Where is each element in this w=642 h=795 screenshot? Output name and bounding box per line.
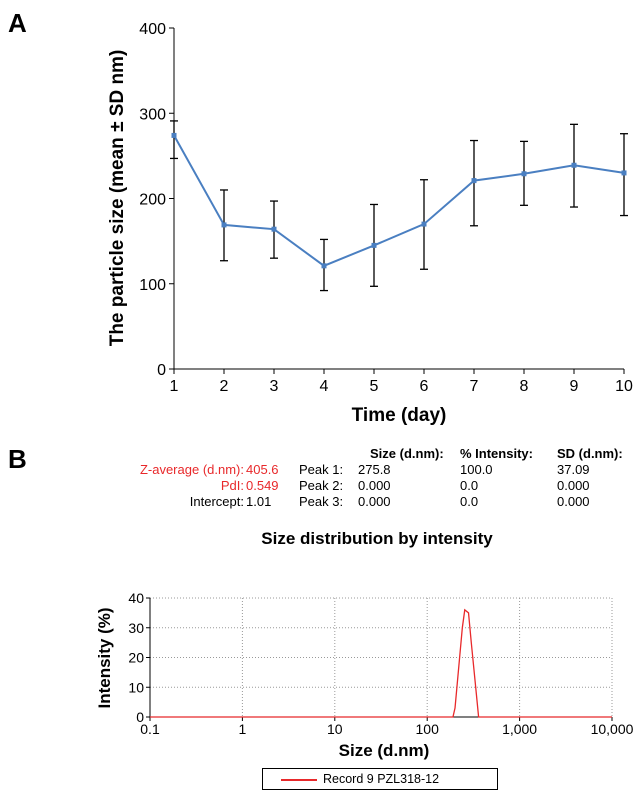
data-point: [271, 226, 277, 232]
x-tick-label: 10: [615, 378, 633, 395]
data-point: [421, 221, 427, 227]
peak3-sd: 0.000: [557, 494, 590, 509]
particle-size-chart: 0 100 200 300 400 1 2 3 4 5 6 7 8 9 10 Time (day) The …: [107, 21, 633, 426]
data-point: [471, 178, 477, 184]
chart-a-series: [171, 132, 627, 269]
peak3-size: 0.000: [358, 494, 391, 509]
pdi-value: 0.549: [246, 478, 279, 493]
peak2-name: Peak 2:: [299, 478, 344, 493]
chart-a-ylabel: The particle size (mean ± SD nm): [107, 50, 128, 347]
peak2-sd: 0.000: [557, 478, 590, 493]
y-tick-label: 100: [139, 277, 166, 294]
x-tick-label: 1: [170, 378, 179, 395]
chart-b-xlabel: Size (d.nm): [339, 741, 430, 760]
data-point: [221, 222, 227, 228]
x-tick-label: 1: [239, 721, 247, 737]
x-tick-label: 100: [416, 721, 440, 737]
peak2-intensity: 0.0: [460, 478, 479, 493]
chart-b-ylabel: Intensity (%): [95, 607, 114, 708]
chart-a-xlabel: Time (day): [352, 405, 447, 426]
y-tick-label: 20: [128, 650, 144, 666]
peak1-sd: 37.09: [557, 462, 590, 477]
peak2-size: 0.000: [358, 478, 391, 493]
header-size: Size (d.nm):: [370, 446, 444, 461]
x-tick-label: 2: [220, 378, 229, 395]
x-tick-label: 0.1: [140, 721, 160, 737]
chart-b-title: Size distribution by intensity: [261, 529, 493, 548]
chart-b-grid: [150, 597, 613, 717]
data-point: [171, 132, 177, 138]
y-tick-label: 0: [136, 709, 144, 725]
legend-label: Record 9 PZL318-12: [323, 772, 440, 786]
intercept-value: 1.01: [246, 494, 272, 509]
chart-b-legend: Record 9 PZL318-12: [262, 768, 498, 790]
x-tick-label: 9: [570, 378, 579, 395]
pdi-label: PdI:: [220, 478, 244, 493]
zaverage-label: Z-average (d.nm):: [139, 462, 244, 477]
x-tick-label: 10,000: [591, 721, 634, 737]
data-point: [571, 162, 577, 168]
series-line: [150, 608, 612, 718]
chart-a-errorbars: [170, 120, 628, 292]
panel-label-a: A: [8, 8, 27, 38]
x-tick-label: 6: [420, 378, 429, 395]
y-tick-label: 0: [157, 362, 166, 379]
y-tick-label: 30: [128, 620, 144, 636]
x-tick-label: 1,000: [502, 721, 537, 737]
header-intensity: % Intensity:: [460, 446, 533, 461]
peak3-intensity: 0.0: [460, 494, 479, 509]
chart-b-series: [150, 608, 612, 718]
x-tick-label: 8: [520, 378, 529, 395]
y-tick-label: 40: [128, 590, 144, 606]
series-line: [173, 134, 625, 267]
y-tick-label: 400: [139, 21, 166, 38]
peak3-name: Peak 3:: [299, 494, 344, 509]
legend-swatch: [281, 779, 317, 781]
zaverage-value: 405.6: [246, 462, 279, 477]
y-tick-label: 300: [139, 106, 166, 123]
zeta-results-table: Size (d.nm): % Intensity: SD (d.nm): Z-a…: [0, 444, 642, 514]
data-point: [321, 263, 327, 269]
x-tick-label: 10: [327, 721, 343, 737]
peak1-name: Peak 1:: [299, 462, 344, 477]
header-sd: SD (d.nm):: [557, 446, 623, 461]
panel-label-b: B: [8, 444, 27, 474]
x-tick-label: 3: [270, 378, 279, 395]
y-tick-label: 10: [128, 679, 144, 695]
x-tick-label: 7: [470, 378, 479, 395]
data-point: [521, 171, 527, 177]
x-tick-label: 5: [370, 378, 379, 395]
y-tick-label: 200: [139, 192, 166, 209]
data-point: [371, 242, 377, 248]
chart-a-axes: [173, 28, 624, 370]
x-tick-label: 4: [320, 378, 329, 395]
peak1-intensity: 100.0: [460, 462, 493, 477]
peak1-size: 275.8: [358, 462, 391, 477]
intercept-label: Intercept:: [189, 494, 244, 509]
data-point: [621, 170, 627, 176]
chart-a-ticks: 0 100 200 300 400 1 2 3 4 5 6 7 8 9 10: [139, 21, 633, 395]
chart-b-ticks: 0 10 20 30 40 0.1 1 10 100 1,000 10,000: [128, 590, 633, 737]
size-distribution-chart: Size distribution by intensity 0 10 20 30 40…: [95, 529, 634, 760]
